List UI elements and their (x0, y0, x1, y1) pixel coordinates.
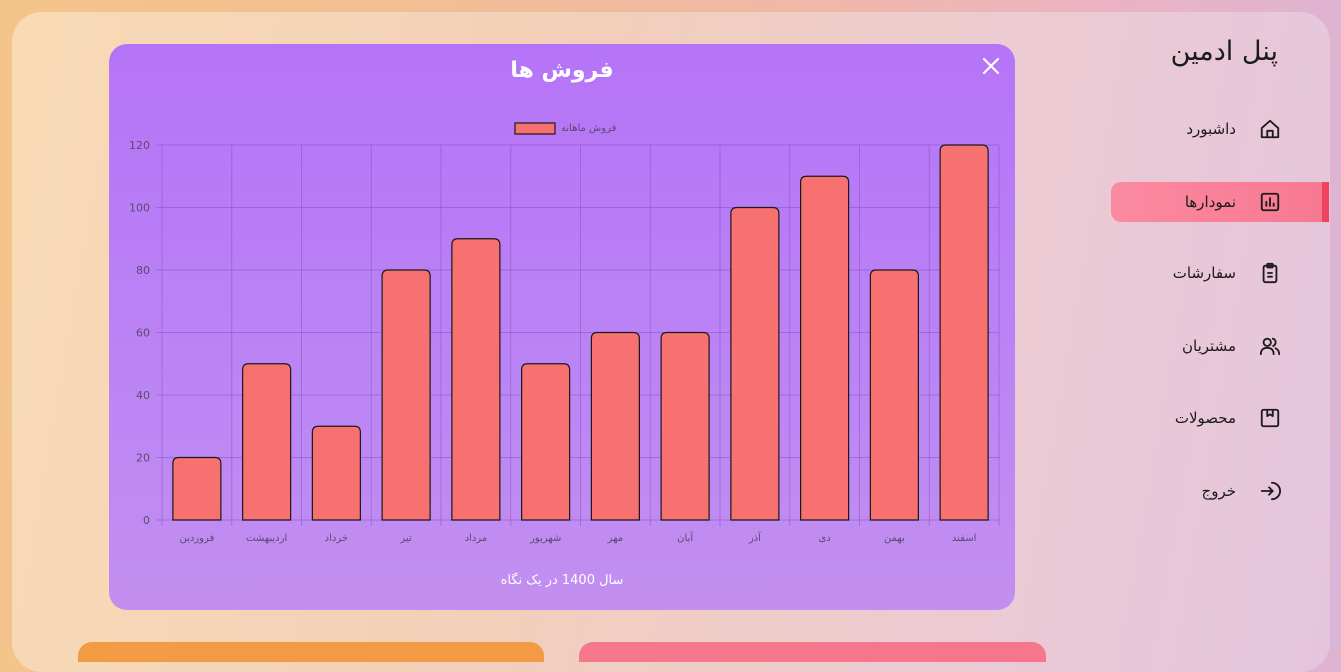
bar[interactable] (730, 206, 780, 521)
sidebar-item-products[interactable]: محصولات (1111, 398, 1329, 438)
bar[interactable] (660, 331, 710, 521)
sidebar-item-dashboard[interactable]: داشبورد (1111, 109, 1329, 149)
y-tick-label: 80 (136, 264, 150, 277)
brand-title: پنل ادمین (1170, 36, 1278, 67)
close-icon (982, 57, 1000, 75)
x-axis: فروردین اردیبهشت خرداد تیر مرداد شهریور مهر آبا… (179, 531, 976, 544)
modal-title: فروش ها (510, 58, 614, 83)
y-tick-label: 0 (143, 514, 150, 527)
y-tick-label: 20 (136, 452, 150, 465)
sidebar-item-label: داشبورد (1186, 120, 1236, 138)
sales-bar-chart: 0 20 40 60 80 100 120 فروردین اردیبهشت خرداد تیر م… (129, 122, 1000, 544)
legend-swatch (514, 122, 556, 135)
close-button[interactable] (981, 56, 1001, 76)
x-tick-label: اسفند (952, 533, 976, 544)
home-icon (1258, 117, 1282, 141)
chart-icon (1258, 190, 1282, 214)
x-tick-label: اردیبهشت (246, 533, 287, 544)
x-tick-label: خرداد (325, 533, 348, 544)
users-icon (1258, 334, 1282, 358)
bar[interactable] (869, 269, 919, 521)
x-tick-label: مهر (607, 533, 623, 544)
sidebar-item-customers[interactable]: مشتریان (1111, 326, 1329, 366)
x-tick-label: شهریور (529, 533, 561, 544)
x-tick-label: آبان (677, 531, 694, 544)
clipboard-icon (1258, 261, 1282, 285)
sidebar-item-label: سفارشات (1172, 264, 1236, 282)
stat-card (78, 642, 544, 662)
x-tick-label: فروردین (179, 533, 214, 544)
bar[interactable] (451, 238, 501, 521)
bar[interactable] (381, 269, 431, 521)
sidebar-item-charts[interactable]: نمودارها (1111, 182, 1329, 222)
x-tick-label: تیر (399, 533, 412, 544)
package-icon (1258, 406, 1282, 430)
y-tick-label: 40 (136, 389, 150, 402)
sales-chart-modal: فروش ها 0 20 40 60 80 100 120 فروردین اردیبهشت خ… (109, 44, 1015, 610)
modal-footer-caption: سال 1400 در یک نگاه (500, 573, 624, 588)
bar[interactable] (242, 363, 292, 521)
x-tick-label: دی (818, 533, 830, 544)
bar[interactable] (590, 331, 640, 521)
x-tick-label: بهمن (884, 533, 905, 544)
legend-label: فروش ماهانه (561, 123, 617, 134)
sidebar-item-label: محصولات (1174, 409, 1236, 427)
sidebar-item-label: مشتریان (1182, 337, 1236, 355)
sidebar-item-label: نمودارها (1184, 193, 1236, 211)
y-tick-label: 60 (136, 327, 150, 340)
sidebar-item-label: خروج (1201, 482, 1236, 500)
bar[interactable] (939, 144, 989, 521)
x-tick-label: آذر (748, 531, 762, 544)
y-tick-label: 120 (129, 139, 150, 152)
chart-legend[interactable]: فروش ماهانه (514, 122, 617, 135)
sidebar-item-logout[interactable]: خروج (1111, 471, 1329, 511)
y-axis: 0 20 40 60 80 100 120 (129, 139, 150, 527)
y-tick-label: 100 (129, 202, 150, 215)
stat-card (579, 642, 1046, 662)
bar[interactable] (311, 425, 361, 521)
sidebar-item-orders[interactable]: سفارشات (1111, 253, 1329, 293)
bar[interactable] (521, 363, 571, 521)
logout-icon (1258, 479, 1282, 503)
chart-grid (156, 144, 1000, 526)
chart-bars (172, 144, 989, 521)
sidebar: پنل ادمین داشبورد نمودارها سفارشات مشتری… (1100, 12, 1330, 649)
bar[interactable] (172, 456, 222, 521)
bar[interactable] (800, 175, 850, 521)
x-tick-label: مرداد (465, 533, 488, 544)
